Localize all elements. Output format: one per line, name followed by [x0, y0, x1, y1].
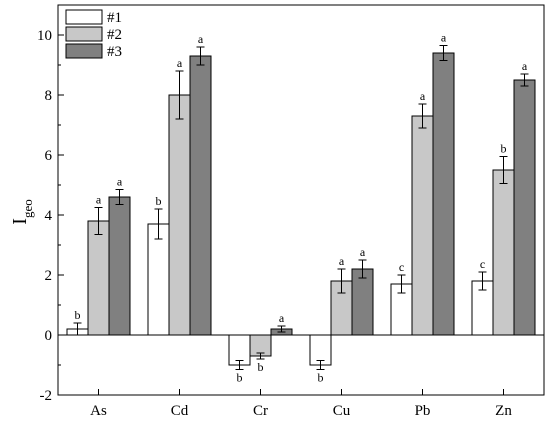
significance-label: a	[117, 175, 123, 189]
legend-swatch	[65, 43, 103, 59]
significance-label: b	[501, 142, 507, 156]
significance-label: b	[156, 194, 162, 208]
bar-zn-series-2	[492, 169, 515, 336]
y-axis-label: Igeo	[9, 199, 35, 224]
significance-label: b	[258, 360, 264, 374]
bar-pb-series-2	[411, 115, 434, 336]
y-tick-label: 4	[45, 208, 53, 224]
significance-label: a	[279, 311, 285, 325]
bar-as-series-3	[108, 196, 131, 336]
significance-label: a	[360, 245, 366, 259]
bar-cd-series-2	[168, 94, 191, 336]
legend-swatch	[65, 26, 103, 42]
legend-swatch	[65, 9, 103, 25]
y-tick-label: 6	[45, 148, 53, 164]
y-tick-label: 8	[45, 88, 53, 104]
significance-label: a	[96, 193, 102, 207]
x-category-label: Cr	[253, 403, 268, 419]
legend-label: #1	[107, 10, 122, 26]
bar-cu-series-3	[351, 268, 374, 336]
x-category-label: Pb	[415, 403, 431, 419]
legend-label: #2	[107, 27, 122, 43]
significance-label: a	[198, 32, 204, 46]
significance-label: b	[75, 308, 81, 322]
y-tick-label: 10	[37, 28, 52, 44]
plot-frame	[57, 4, 545, 396]
y-axis: -2 0 2 4 6 8 10	[37, 28, 64, 404]
x-category-label: Zn	[495, 403, 512, 419]
significance-label: b	[237, 371, 243, 385]
y-tick-label: 2	[45, 268, 53, 284]
x-axis: As Cd Cr Cu Pb Zn	[90, 389, 512, 419]
significance-label: c	[399, 260, 404, 274]
legend-label: #3	[107, 44, 122, 60]
bar-zn-series-3	[513, 79, 536, 336]
y-tick-label: -2	[40, 388, 53, 404]
significance-label: a	[177, 56, 183, 70]
bar-as-series-2	[87, 220, 110, 336]
bar-cd-series-1	[147, 223, 170, 336]
bar-series-group: b a a b a a b b a b a a c a a c b a	[66, 31, 536, 385]
bar-cd-series-3	[189, 55, 212, 336]
x-category-label: As	[90, 403, 107, 419]
significance-label: b	[318, 371, 324, 385]
y-tick-label: 0	[45, 328, 53, 344]
legend: #1#2#3	[65, 9, 122, 60]
significance-label: a	[522, 59, 528, 73]
significance-label: a	[339, 254, 345, 268]
significance-label: a	[441, 31, 447, 45]
significance-label: c	[480, 257, 485, 271]
significance-label: a	[420, 89, 426, 103]
x-category-label: Cd	[171, 403, 189, 419]
y-axis-label-subscript: geo	[20, 199, 35, 218]
y-axis-label-main: I	[9, 218, 31, 225]
bar-pb-series-3	[432, 52, 455, 336]
x-category-label: Cu	[333, 403, 351, 419]
